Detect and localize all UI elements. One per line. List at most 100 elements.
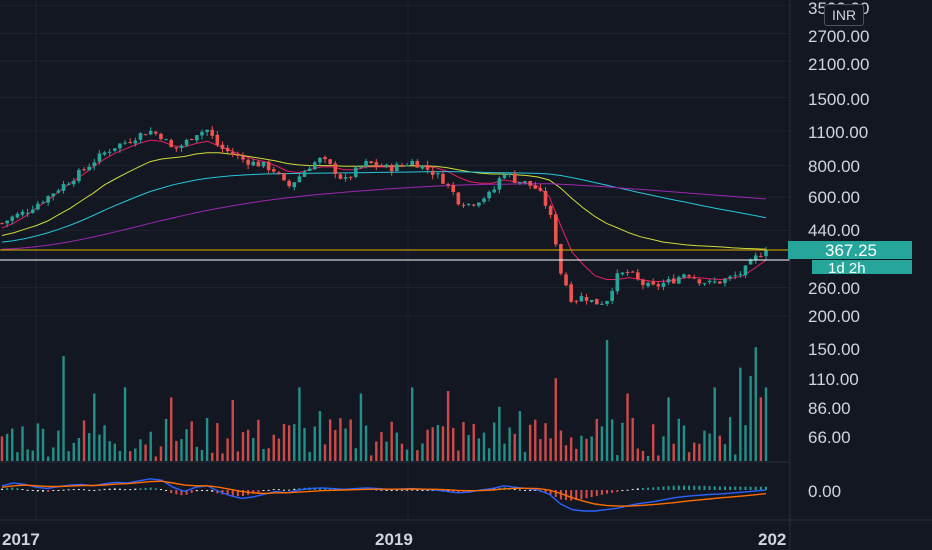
macd-histogram-bar [682, 485, 685, 490]
candle-body [528, 180, 532, 186]
candle-body [107, 151, 112, 153]
candle-body [579, 296, 584, 302]
candle-body [256, 161, 261, 167]
candle-body [436, 173, 440, 175]
macd-histogram-bar [252, 490, 255, 494]
candle-body [143, 134, 148, 136]
volume-bar [118, 450, 122, 461]
macd-histogram-bar [765, 486, 767, 490]
macd-histogram-bar [42, 490, 45, 492]
candle-body [405, 165, 409, 167]
candle-body [697, 279, 702, 284]
candlestick-series [0, 125, 768, 307]
volume-bar [580, 435, 583, 461]
macd-histogram-bar [406, 489, 409, 491]
macd-histogram-bar [124, 489, 127, 491]
volume-axis: 150.00 110.00 86.00 66.00 [808, 340, 860, 447]
macd-histogram-bar [154, 488, 157, 490]
volume-bar [205, 417, 209, 461]
candle-body [682, 274, 686, 278]
volume-bar [641, 450, 645, 461]
currency-selector[interactable]: INR [824, 4, 864, 26]
candle-body [600, 303, 604, 305]
candle-body [215, 134, 220, 146]
volume-bar [698, 443, 701, 461]
macd-histogram-bar [672, 485, 675, 490]
candle-body [123, 142, 127, 144]
macd-histogram-bar [631, 488, 634, 490]
macd-histogram-bar [754, 486, 757, 490]
volume-bar [349, 419, 352, 461]
volume-bar [0, 436, 4, 461]
volume-bar [682, 425, 686, 461]
time-axis[interactable]: 2017 2019 202 [2, 530, 786, 549]
candle-body [184, 139, 189, 146]
candle-body [738, 274, 743, 276]
candle-body [712, 281, 717, 283]
candle-body [205, 129, 209, 133]
macd-histogram-bar [421, 490, 424, 491]
volume-bar [62, 356, 65, 461]
volume-bar [246, 429, 250, 461]
macd-histogram-bar [662, 486, 665, 490]
candle-body [395, 164, 399, 172]
volume-bar [626, 393, 629, 461]
volume-bar [385, 441, 388, 461]
candle-body [415, 161, 420, 168]
candle-body [25, 212, 30, 214]
candle-body [559, 244, 563, 274]
price-axis[interactable]: 3500.00 2700.00 2100.00 1500.00 1100.00 … [808, 0, 869, 326]
candle-body [610, 290, 614, 301]
volume-bar [57, 430, 60, 461]
candle-body [41, 202, 45, 204]
candle-body [451, 184, 456, 192]
volume-bar [98, 434, 101, 461]
macd-histogram-bar [118, 488, 121, 490]
volume-bar [677, 418, 681, 461]
volume-bar [564, 445, 568, 461]
volume-bar [621, 422, 624, 461]
macd-histogram-bar [657, 486, 660, 490]
macd-histogram-bar [103, 488, 106, 490]
candle-body [148, 130, 153, 135]
volume-bar [375, 441, 378, 461]
macd-histogram-bar [411, 489, 414, 491]
candle-body [312, 162, 317, 170]
countdown-badge: 1d 2h [812, 260, 912, 277]
price-tick-label: 260.00 [808, 279, 860, 298]
volume-bar [262, 449, 265, 461]
candle-body [518, 182, 522, 184]
macd-histogram-bar [534, 490, 537, 492]
volume-bar [123, 387, 127, 461]
volume-bar [754, 347, 757, 461]
candle-body [456, 192, 461, 205]
macd-histogram-bar [288, 489, 291, 491]
volume-bar [467, 435, 470, 461]
macd-histogram-bar [241, 490, 244, 496]
volume-bar [67, 451, 70, 461]
macd-histogram-bar [16, 488, 19, 490]
volume-bar [252, 438, 255, 461]
macd-histogram-bar [395, 489, 398, 491]
macd-histogram-bar [283, 489, 286, 491]
price-tick-label: 800.00 [808, 157, 860, 176]
candle-body [384, 164, 389, 168]
candle-body [466, 203, 471, 205]
price-lines [0, 249, 790, 261]
candle-body [195, 135, 199, 141]
volume-bar [528, 424, 532, 461]
candle-body [246, 159, 250, 165]
volume-bar [523, 452, 527, 461]
candle-body [118, 143, 122, 149]
volume-bar [287, 425, 291, 461]
candle-body [318, 158, 322, 163]
price-tick-label: 600.00 [808, 188, 860, 207]
candle-body [574, 300, 579, 302]
candle-body [56, 190, 61, 193]
macd-histogram-bar [749, 486, 752, 490]
volume-bar [605, 340, 609, 461]
volume-bar [493, 422, 496, 461]
volume-bar [180, 439, 183, 461]
macd-histogram-bar [626, 489, 629, 491]
